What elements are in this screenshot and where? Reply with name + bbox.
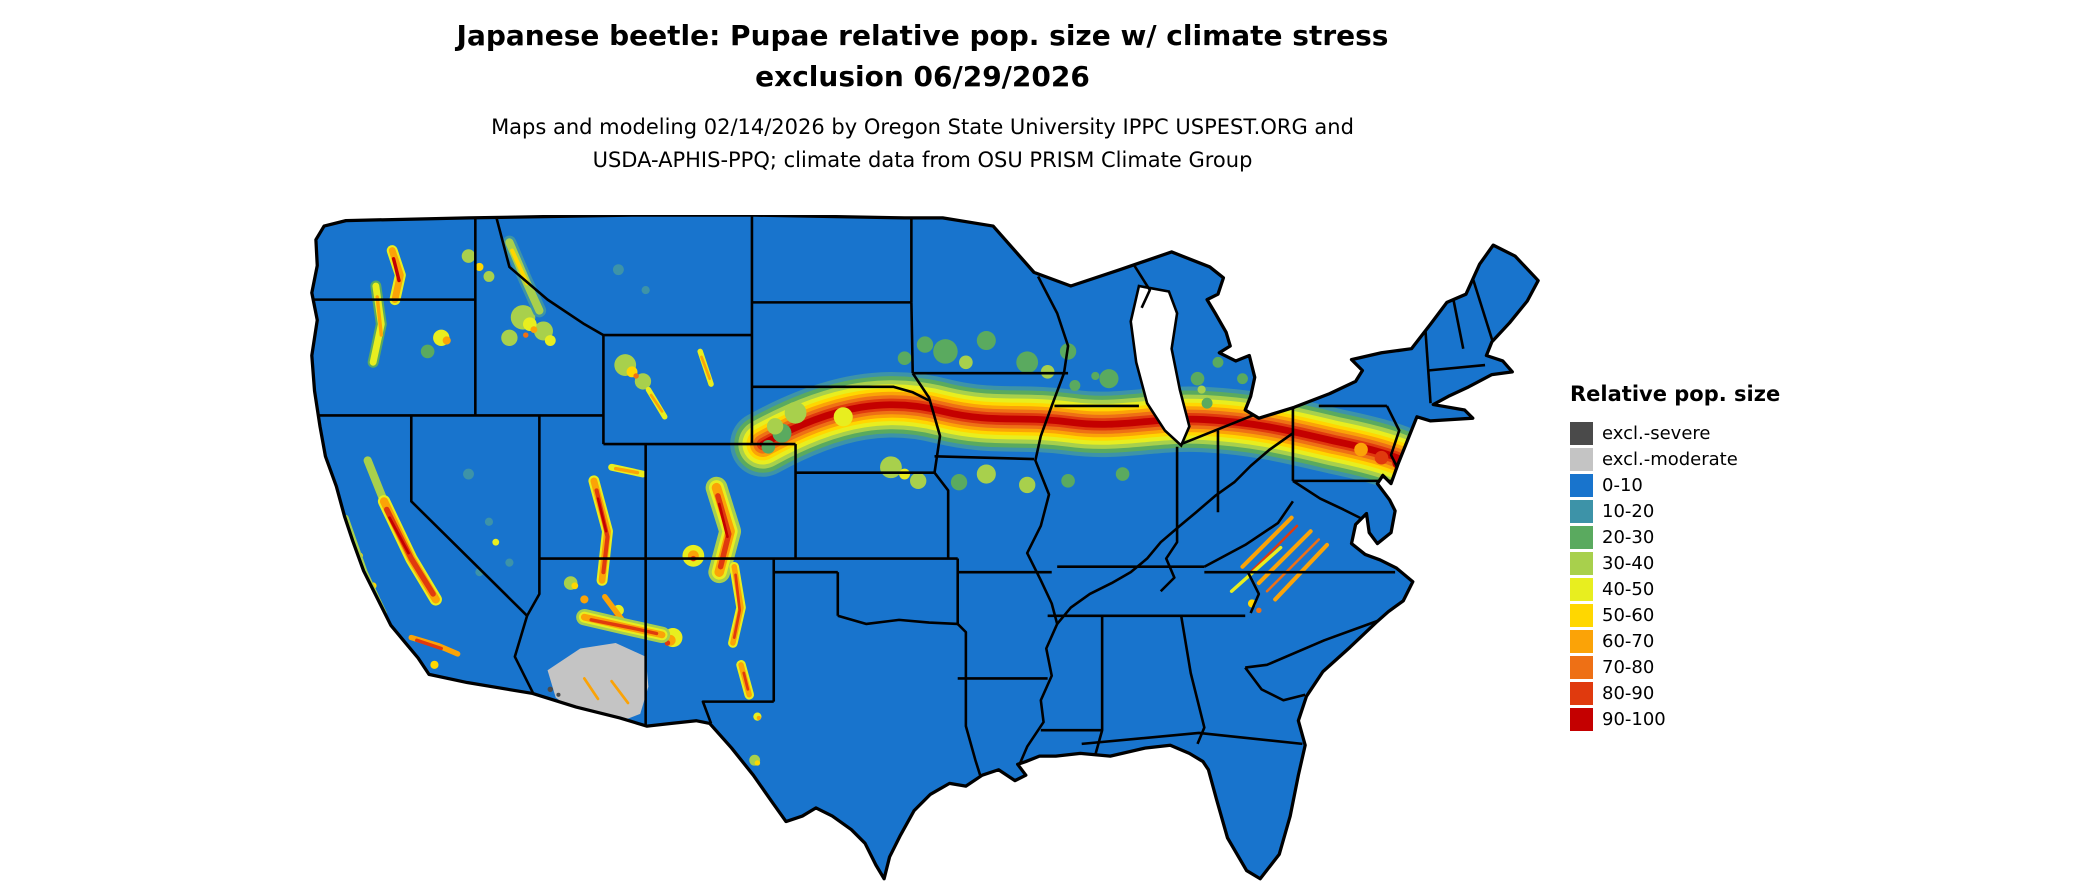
- legend-swatch: [1570, 499, 1593, 523]
- legend-swatch: [1570, 681, 1593, 705]
- legend-item: 50-60: [1570, 602, 1780, 628]
- us-map-svg: [310, 215, 1540, 881]
- legend-title: Relative pop. size: [1570, 382, 1781, 406]
- legend-item: 90-100: [1570, 706, 1780, 732]
- map-title-line2: exclusion 06/29/2026: [755, 59, 1090, 93]
- map-subtitle: Maps and modeling 02/14/2026 by Oregon S…: [0, 111, 1845, 176]
- legend-swatch: [1570, 421, 1593, 445]
- header: Japanese beetle: Pupae relative pop. siz…: [0, 16, 1845, 176]
- legend-swatch: [1570, 473, 1593, 497]
- legend-label: 40-50: [1602, 578, 1655, 600]
- legend-item: 40-50: [1570, 576, 1780, 602]
- legend-swatch: [1570, 577, 1593, 601]
- legend-label: 20-30: [1602, 526, 1655, 548]
- legend-swatch: [1570, 525, 1593, 549]
- legend-items: excl.-severe excl.-moderate 0-10 10-20 20-30…: [1570, 420, 1780, 732]
- legend-label: 10-20: [1602, 500, 1655, 522]
- map-subtitle-line2: USDA-APHIS-PPQ; climate data from OSU PR…: [592, 147, 1253, 172]
- population-heat-layer: [343, 235, 1436, 766]
- legend-swatch: [1570, 447, 1593, 471]
- legend-label: 70-80: [1602, 656, 1655, 678]
- legend-swatch: [1570, 551, 1593, 575]
- legend-label: 60-70: [1602, 630, 1655, 652]
- legend-label: excl.-severe: [1602, 422, 1711, 444]
- legend-item: 70-80: [1570, 654, 1780, 680]
- legend-item: 10-20: [1570, 498, 1780, 524]
- legend-item: 30-40: [1570, 550, 1780, 576]
- legend-item: 0-10: [1570, 472, 1780, 498]
- us-map: [305, 215, 1545, 883]
- legend-swatch: [1570, 655, 1593, 679]
- legend-item: 60-70: [1570, 628, 1780, 654]
- legend-label: 0-10: [1602, 474, 1643, 496]
- legend-swatch: [1570, 603, 1593, 627]
- map-title: Japanese beetle: Pupae relative pop. siz…: [0, 16, 1845, 97]
- legend-label: 80-90: [1602, 682, 1655, 704]
- legend-swatch: [1570, 629, 1593, 653]
- legend-item: excl.-severe: [1570, 420, 1780, 446]
- legend-item: 20-30: [1570, 524, 1780, 550]
- legend-item: excl.-moderate: [1570, 446, 1780, 472]
- legend-item: 80-90: [1570, 680, 1780, 706]
- legend-label: 50-60: [1602, 604, 1655, 626]
- legend-swatch: [1570, 707, 1593, 731]
- exclusion-moderate-region: [547, 643, 649, 724]
- legend-label: 90-100: [1602, 708, 1666, 730]
- legend: Relative pop. size excl.-severe excl.-mod…: [1570, 382, 1780, 732]
- map-title-line1: Japanese beetle: Pupae relative pop. siz…: [456, 19, 1389, 52]
- map-subtitle-line1: Maps and modeling 02/14/2026 by Oregon S…: [491, 115, 1354, 140]
- us-outline: [310, 215, 1540, 881]
- state-borders: [311, 215, 1495, 787]
- legend-label: excl.-moderate: [1602, 448, 1738, 470]
- lake-michigan: [1129, 284, 1191, 448]
- legend-label: 30-40: [1602, 552, 1655, 574]
